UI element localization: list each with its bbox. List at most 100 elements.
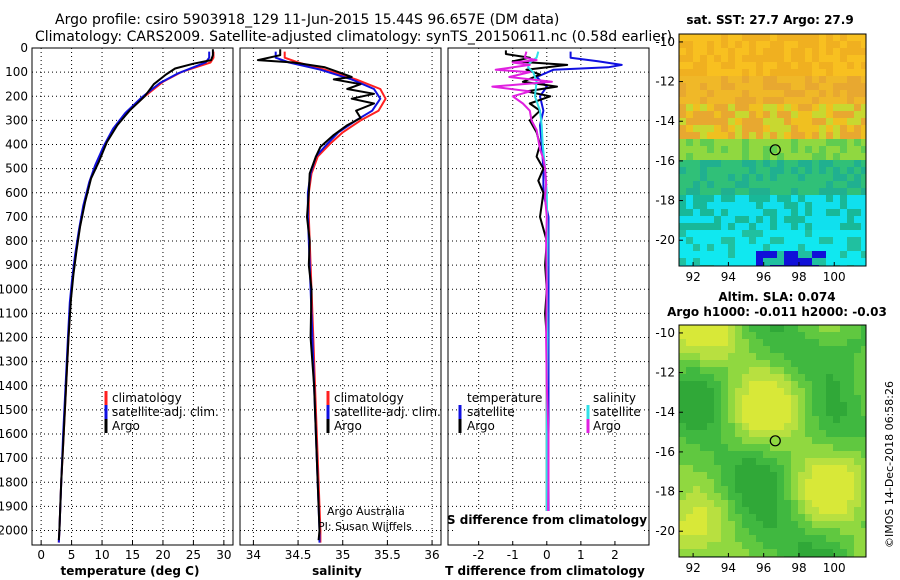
map-cell	[847, 195, 854, 202]
map-cell	[854, 111, 861, 118]
map-cell	[819, 360, 826, 367]
map-cell	[777, 521, 784, 528]
map-cell	[749, 465, 756, 472]
map-cell	[679, 507, 686, 514]
map-cell	[791, 500, 798, 507]
map-cell	[798, 104, 805, 111]
map-cell	[819, 472, 826, 479]
map-cell	[770, 174, 777, 181]
map-cell	[805, 146, 812, 153]
credit-line-1: Argo Australia	[327, 505, 405, 518]
map-cell	[742, 76, 749, 83]
map-cell	[735, 409, 742, 416]
map-cell	[819, 374, 826, 381]
map-cell	[777, 244, 784, 251]
map-cell	[686, 181, 693, 188]
map-cell	[798, 132, 805, 139]
map-cell	[861, 209, 866, 216]
map-cell	[861, 237, 866, 244]
map-cell	[686, 83, 693, 90]
map-cell	[749, 388, 756, 395]
map-cell	[777, 353, 784, 360]
map-cell	[749, 237, 756, 244]
map-cell	[693, 444, 700, 451]
map-cell	[805, 402, 812, 409]
map-cell	[833, 395, 840, 402]
map-cell	[763, 332, 770, 339]
map-cell	[854, 535, 861, 542]
map-cell	[812, 479, 819, 486]
map-cell	[819, 83, 826, 90]
map-cell	[819, 514, 826, 521]
map-cell	[728, 451, 735, 458]
map-cell	[714, 139, 721, 146]
map-cell	[693, 146, 700, 153]
map-cell	[847, 353, 854, 360]
map-cell	[749, 104, 756, 111]
map-cell	[721, 388, 728, 395]
map-cell	[812, 416, 819, 423]
map-cell	[840, 62, 847, 69]
map-cell	[721, 83, 728, 90]
map-cell	[777, 251, 784, 258]
map-cell	[735, 507, 742, 514]
map-cell	[777, 346, 784, 353]
map-cell	[721, 195, 728, 202]
legend-salinity-heading: salinity	[593, 391, 636, 405]
map-cell	[686, 62, 693, 69]
map-cell	[847, 479, 854, 486]
map-cell	[861, 223, 866, 230]
map-cell	[756, 188, 763, 195]
map-cell	[812, 472, 819, 479]
map-cell	[714, 451, 721, 458]
map-cell	[707, 174, 714, 181]
map-cell	[679, 346, 686, 353]
map-cell	[861, 202, 866, 209]
map-cell	[721, 465, 728, 472]
map-cell	[819, 90, 826, 97]
map-cell	[798, 325, 805, 332]
map-cell	[861, 458, 866, 465]
map-cell	[763, 549, 770, 556]
map-cell	[826, 332, 833, 339]
map-cell	[777, 139, 784, 146]
map-cell	[735, 549, 742, 556]
map-cell	[819, 451, 826, 458]
map-cell	[707, 195, 714, 202]
map-cell	[693, 549, 700, 556]
map-cell	[798, 195, 805, 202]
map-cell	[854, 160, 861, 167]
map-cell	[756, 521, 763, 528]
map-cell	[784, 381, 791, 388]
map-cell	[686, 237, 693, 244]
map-cell	[798, 153, 805, 160]
map-cell	[714, 395, 721, 402]
map-cell	[756, 223, 763, 230]
map-cell	[826, 62, 833, 69]
map-cell	[805, 346, 812, 353]
map-cell	[812, 62, 819, 69]
map-cell	[679, 500, 686, 507]
map-cell	[798, 69, 805, 76]
map-cell	[714, 230, 721, 237]
map-cell	[763, 90, 770, 97]
map-cell	[819, 416, 826, 423]
map-cell	[742, 416, 749, 423]
map-cell	[784, 97, 791, 104]
map-cell	[714, 528, 721, 535]
map-cell	[826, 139, 833, 146]
map-y-label: -18	[655, 485, 675, 499]
map-cell	[798, 55, 805, 62]
map-cell	[791, 451, 798, 458]
map-cell	[763, 444, 770, 451]
map-cell	[812, 251, 819, 258]
map-cell	[700, 486, 707, 493]
map-cell	[791, 111, 798, 118]
map-cell	[777, 111, 784, 118]
map-cell	[847, 535, 854, 542]
map-cell	[826, 97, 833, 104]
map-cell	[763, 111, 770, 118]
map-cell	[679, 90, 686, 97]
map-cell	[700, 167, 707, 174]
depth-yticks: 0100200300400500600700800900100011001200…	[0, 41, 28, 538]
